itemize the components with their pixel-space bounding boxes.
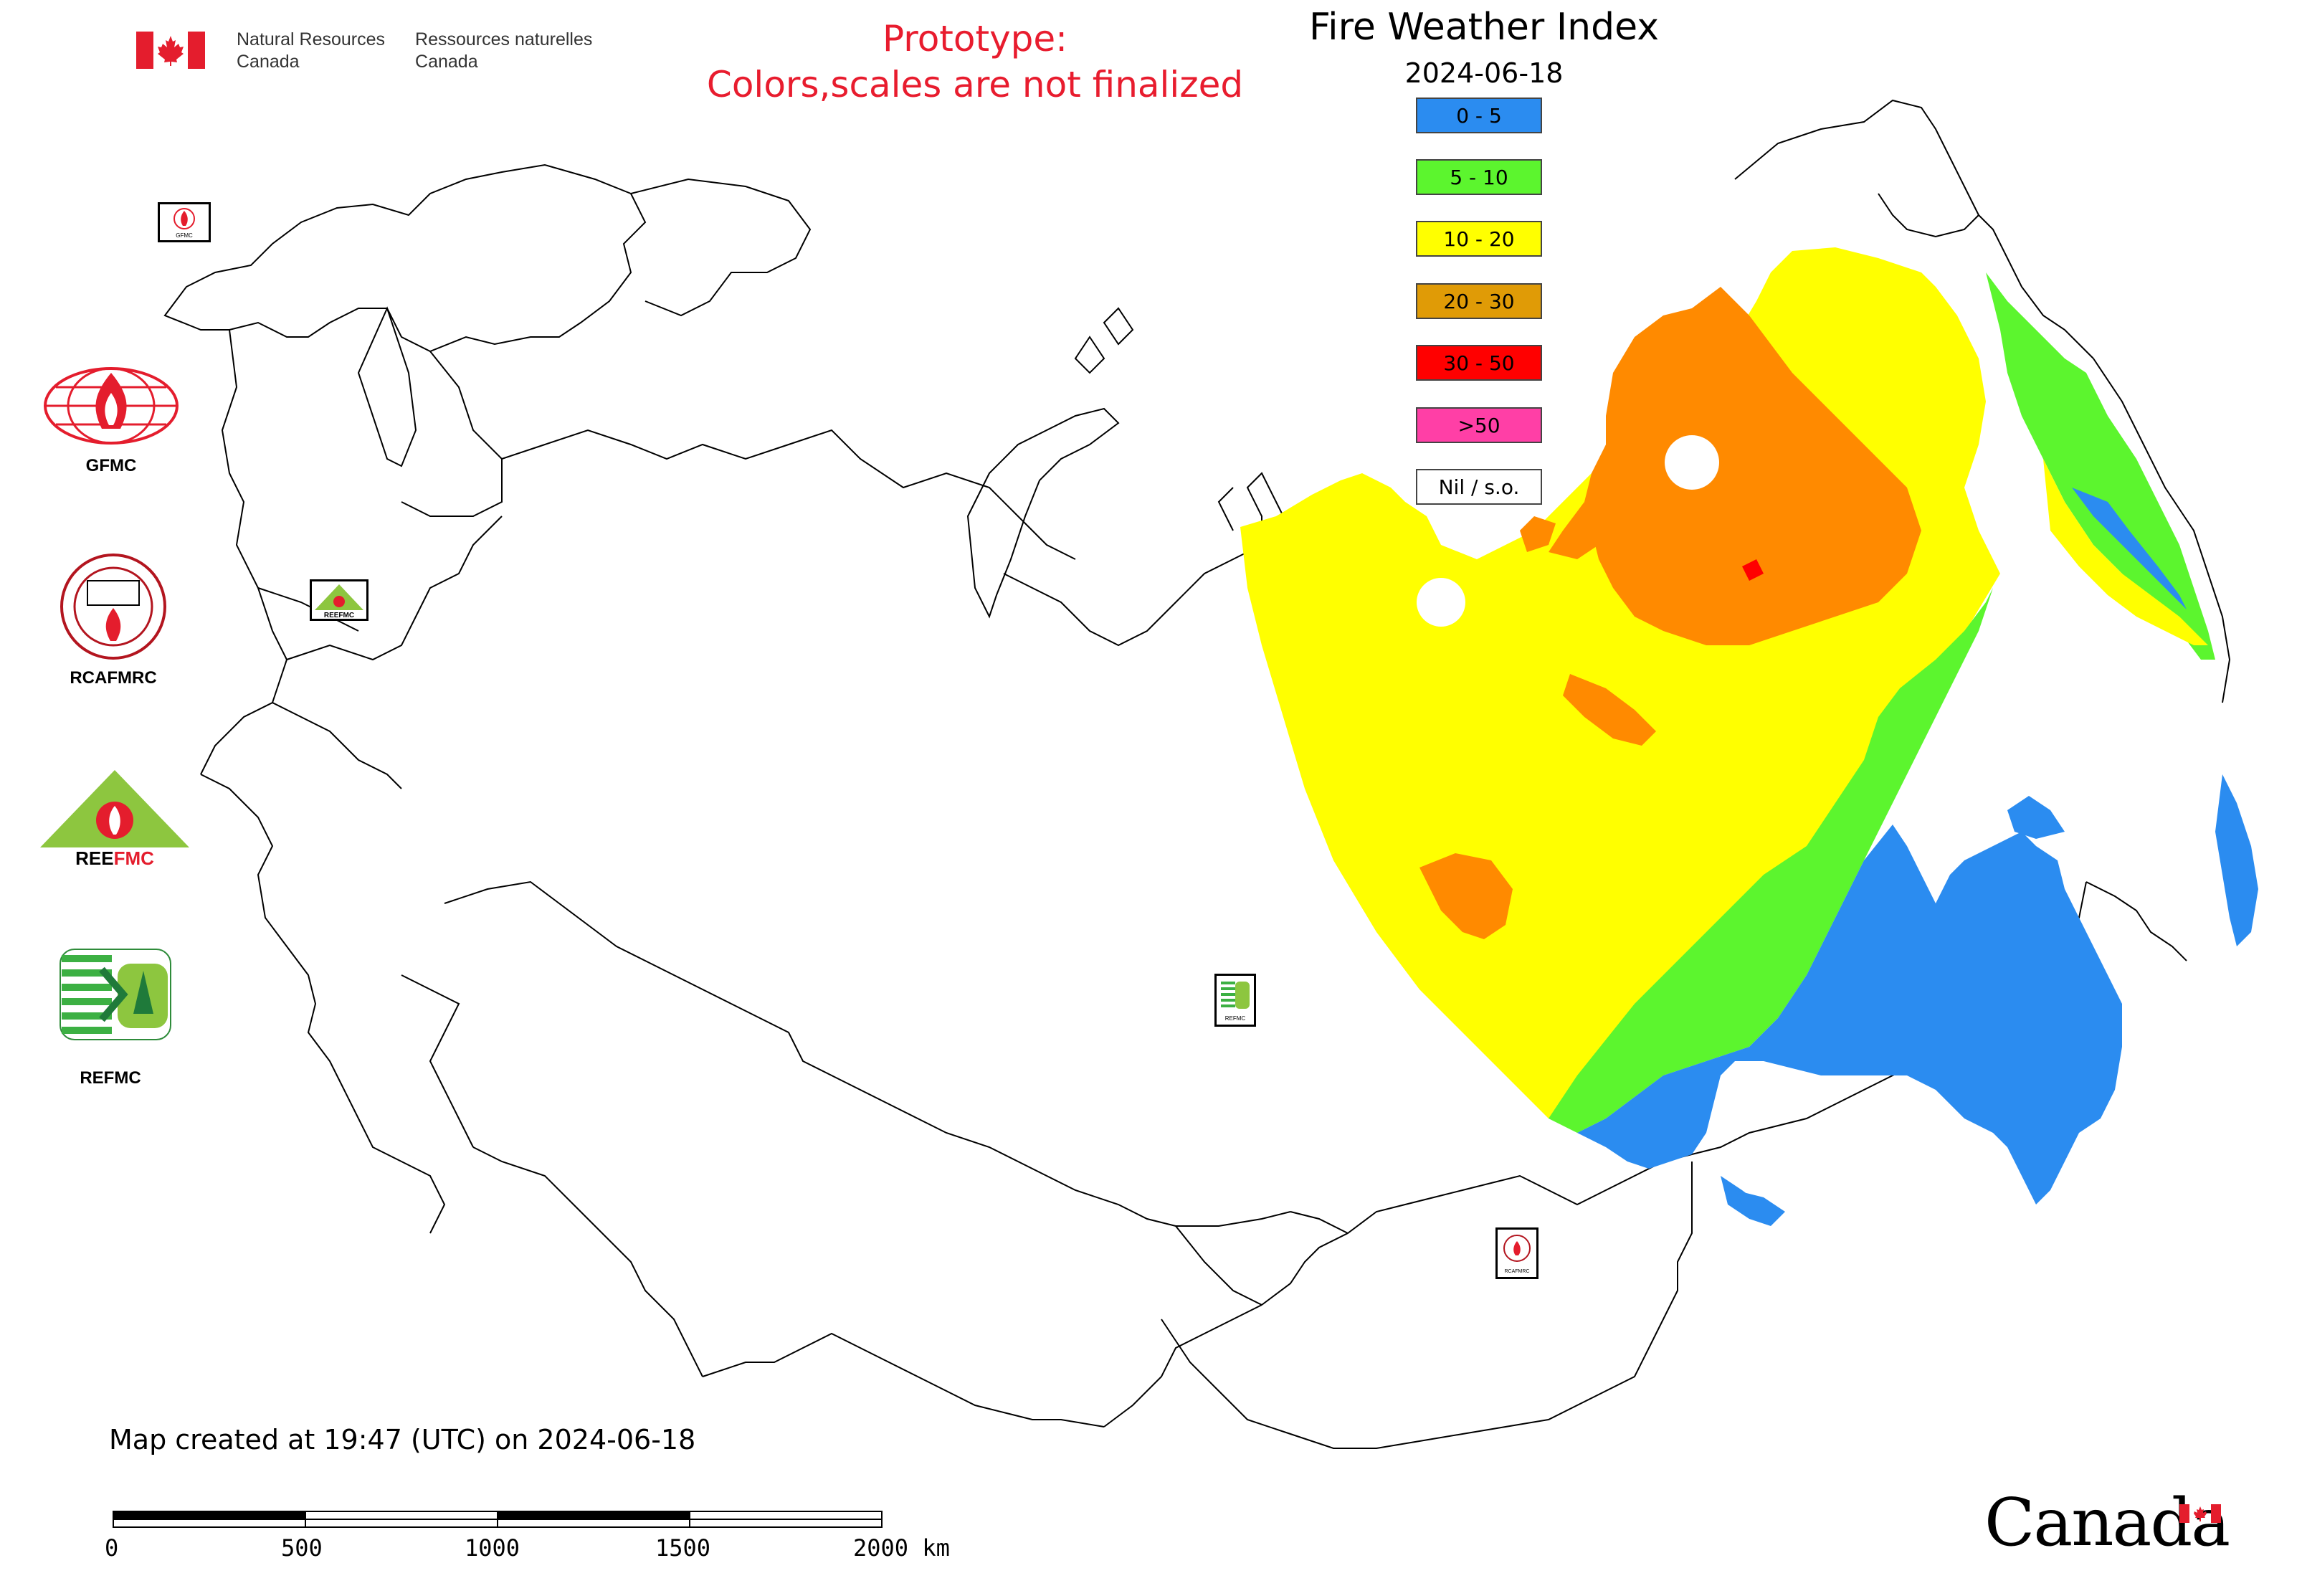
- nrcan-signature: Natural Resources Canada Ressources natu…: [136, 29, 622, 73]
- sakhalin-island: [2215, 774, 2258, 946]
- gfmc-label: GFMC: [85, 456, 137, 475]
- org-en-line1: Natural Resources: [237, 29, 386, 49]
- scale-label-1500: 1500: [655, 1534, 711, 1562]
- map-title: Fire Weather Index: [1309, 6, 1659, 49]
- fwi-data-layer: [1240, 247, 2215, 1226]
- scale-label-1000: 1000: [465, 1534, 520, 1562]
- small-refmc-text: REFMC: [1225, 1015, 1246, 1022]
- refmc-label: REFMC: [80, 1068, 141, 1088]
- legend-item-over-50: >50: [1416, 407, 1542, 443]
- scale-bar: [113, 1511, 883, 1528]
- country-borders: [163, 99, 2231, 1449]
- canada-flag-icon: [136, 32, 205, 69]
- legend-item-10-20: 10 - 20: [1416, 221, 1542, 257]
- map-created-timestamp: Map created at 19:47 (UTC) on 2024-06-18: [109, 1424, 696, 1455]
- legend-item-20-30: 20 - 30: [1416, 283, 1542, 319]
- small-rcafmrc-marker: RCAFMRC: [1495, 1227, 1538, 1279]
- rcafmrc-logo: [60, 554, 166, 660]
- org-name-fr: Ressources naturelles Canada: [415, 29, 592, 73]
- small-gfmc-marker: GFMC: [158, 202, 211, 242]
- small-rcafmrc-text: RCAFMRC: [1505, 1269, 1530, 1274]
- scale-label-0: 0: [105, 1534, 119, 1562]
- refmc-logo: [60, 949, 171, 1040]
- small-reefmc-text: REEFMC: [324, 612, 354, 619]
- legend-item-30-50: 30 - 50: [1416, 345, 1542, 381]
- small-refmc-marker: REFMC: [1214, 974, 1256, 1027]
- scale-label-2000km: 2000 km: [853, 1534, 950, 1562]
- org-name-en: Natural Resources Canada: [237, 29, 385, 73]
- gfmc-logo: [44, 367, 179, 445]
- map-date: 2024-06-18: [1404, 57, 1564, 89]
- legend-item-0-5: 0 - 5: [1416, 98, 1542, 133]
- prototype-line2: Colors,scales are not finalized: [706, 64, 1244, 105]
- org-fr-line2: Canada: [415, 52, 478, 72]
- small-reefmc-marker: REEFMC: [310, 579, 368, 621]
- reefmc-logo: REEFMC: [39, 770, 191, 869]
- org-en-line2: Canada: [237, 52, 300, 72]
- canada-wordmark-flag-icon: [2179, 1504, 2221, 1523]
- legend-item-5-10: 5 - 10: [1416, 159, 1542, 195]
- small-gfmc-text: GFMC: [176, 232, 193, 239]
- legend-item-nil: Nil / s.o.: [1416, 469, 1542, 505]
- svg-text:REEFMC: REEFMC: [75, 847, 154, 869]
- org-fr-line1: Ressources naturelles: [415, 29, 593, 49]
- scale-label-500: 500: [281, 1534, 323, 1562]
- prototype-notice: Prototype: Colors,scales are not finaliz…: [631, 16, 1319, 108]
- rcafmrc-label: RCAFMRC: [70, 668, 157, 688]
- prototype-line1: Prototype:: [882, 18, 1068, 60]
